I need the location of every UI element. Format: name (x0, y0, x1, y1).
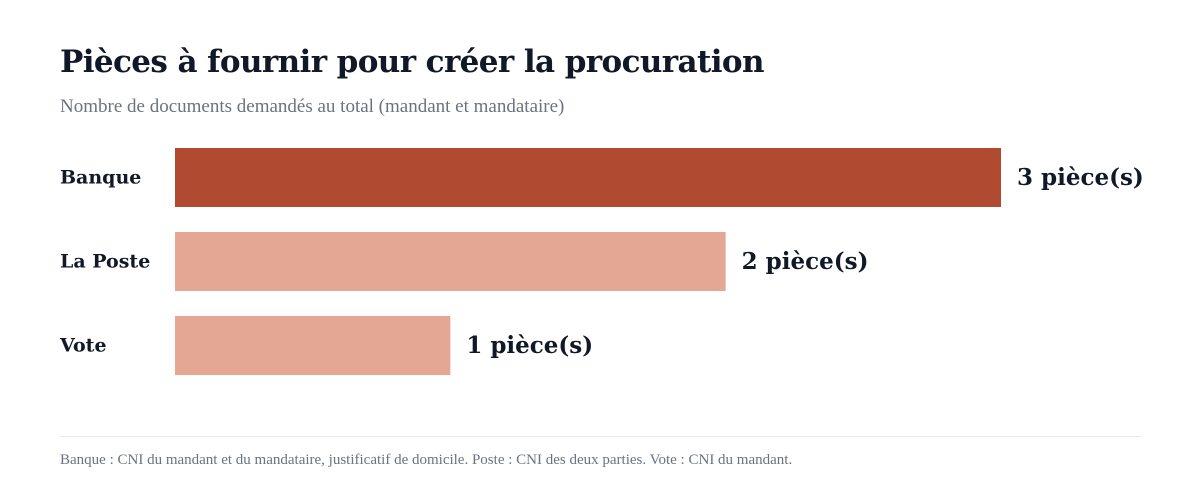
value-label-vote: 1 pièce(s) (466, 332, 593, 359)
footer-divider (60, 436, 1141, 437)
chart-title: Pièces à fournir pour créer la procurati… (60, 44, 765, 80)
category-label-banque: Banque (60, 167, 141, 189)
category-label-la-poste: La Poste (60, 251, 150, 273)
chart-subtitle: Nombre de documents demandés au total (m… (60, 96, 565, 117)
value-label-la-poste: 2 pièce(s) (742, 248, 869, 275)
value-label-banque: 3 pièce(s) (1017, 164, 1144, 191)
bar-chart: Banque 3 pièce(s) La Poste 2 pièce(s) Vote 1 … (59, 148, 1144, 375)
chart-footnote: Banque : CNI du mandant et du mandataire… (60, 452, 793, 468)
bar-vote (175, 316, 451, 375)
bar-la-poste (175, 232, 726, 291)
category-label-vote: Vote (59, 335, 107, 357)
bar-banque (175, 148, 1001, 207)
